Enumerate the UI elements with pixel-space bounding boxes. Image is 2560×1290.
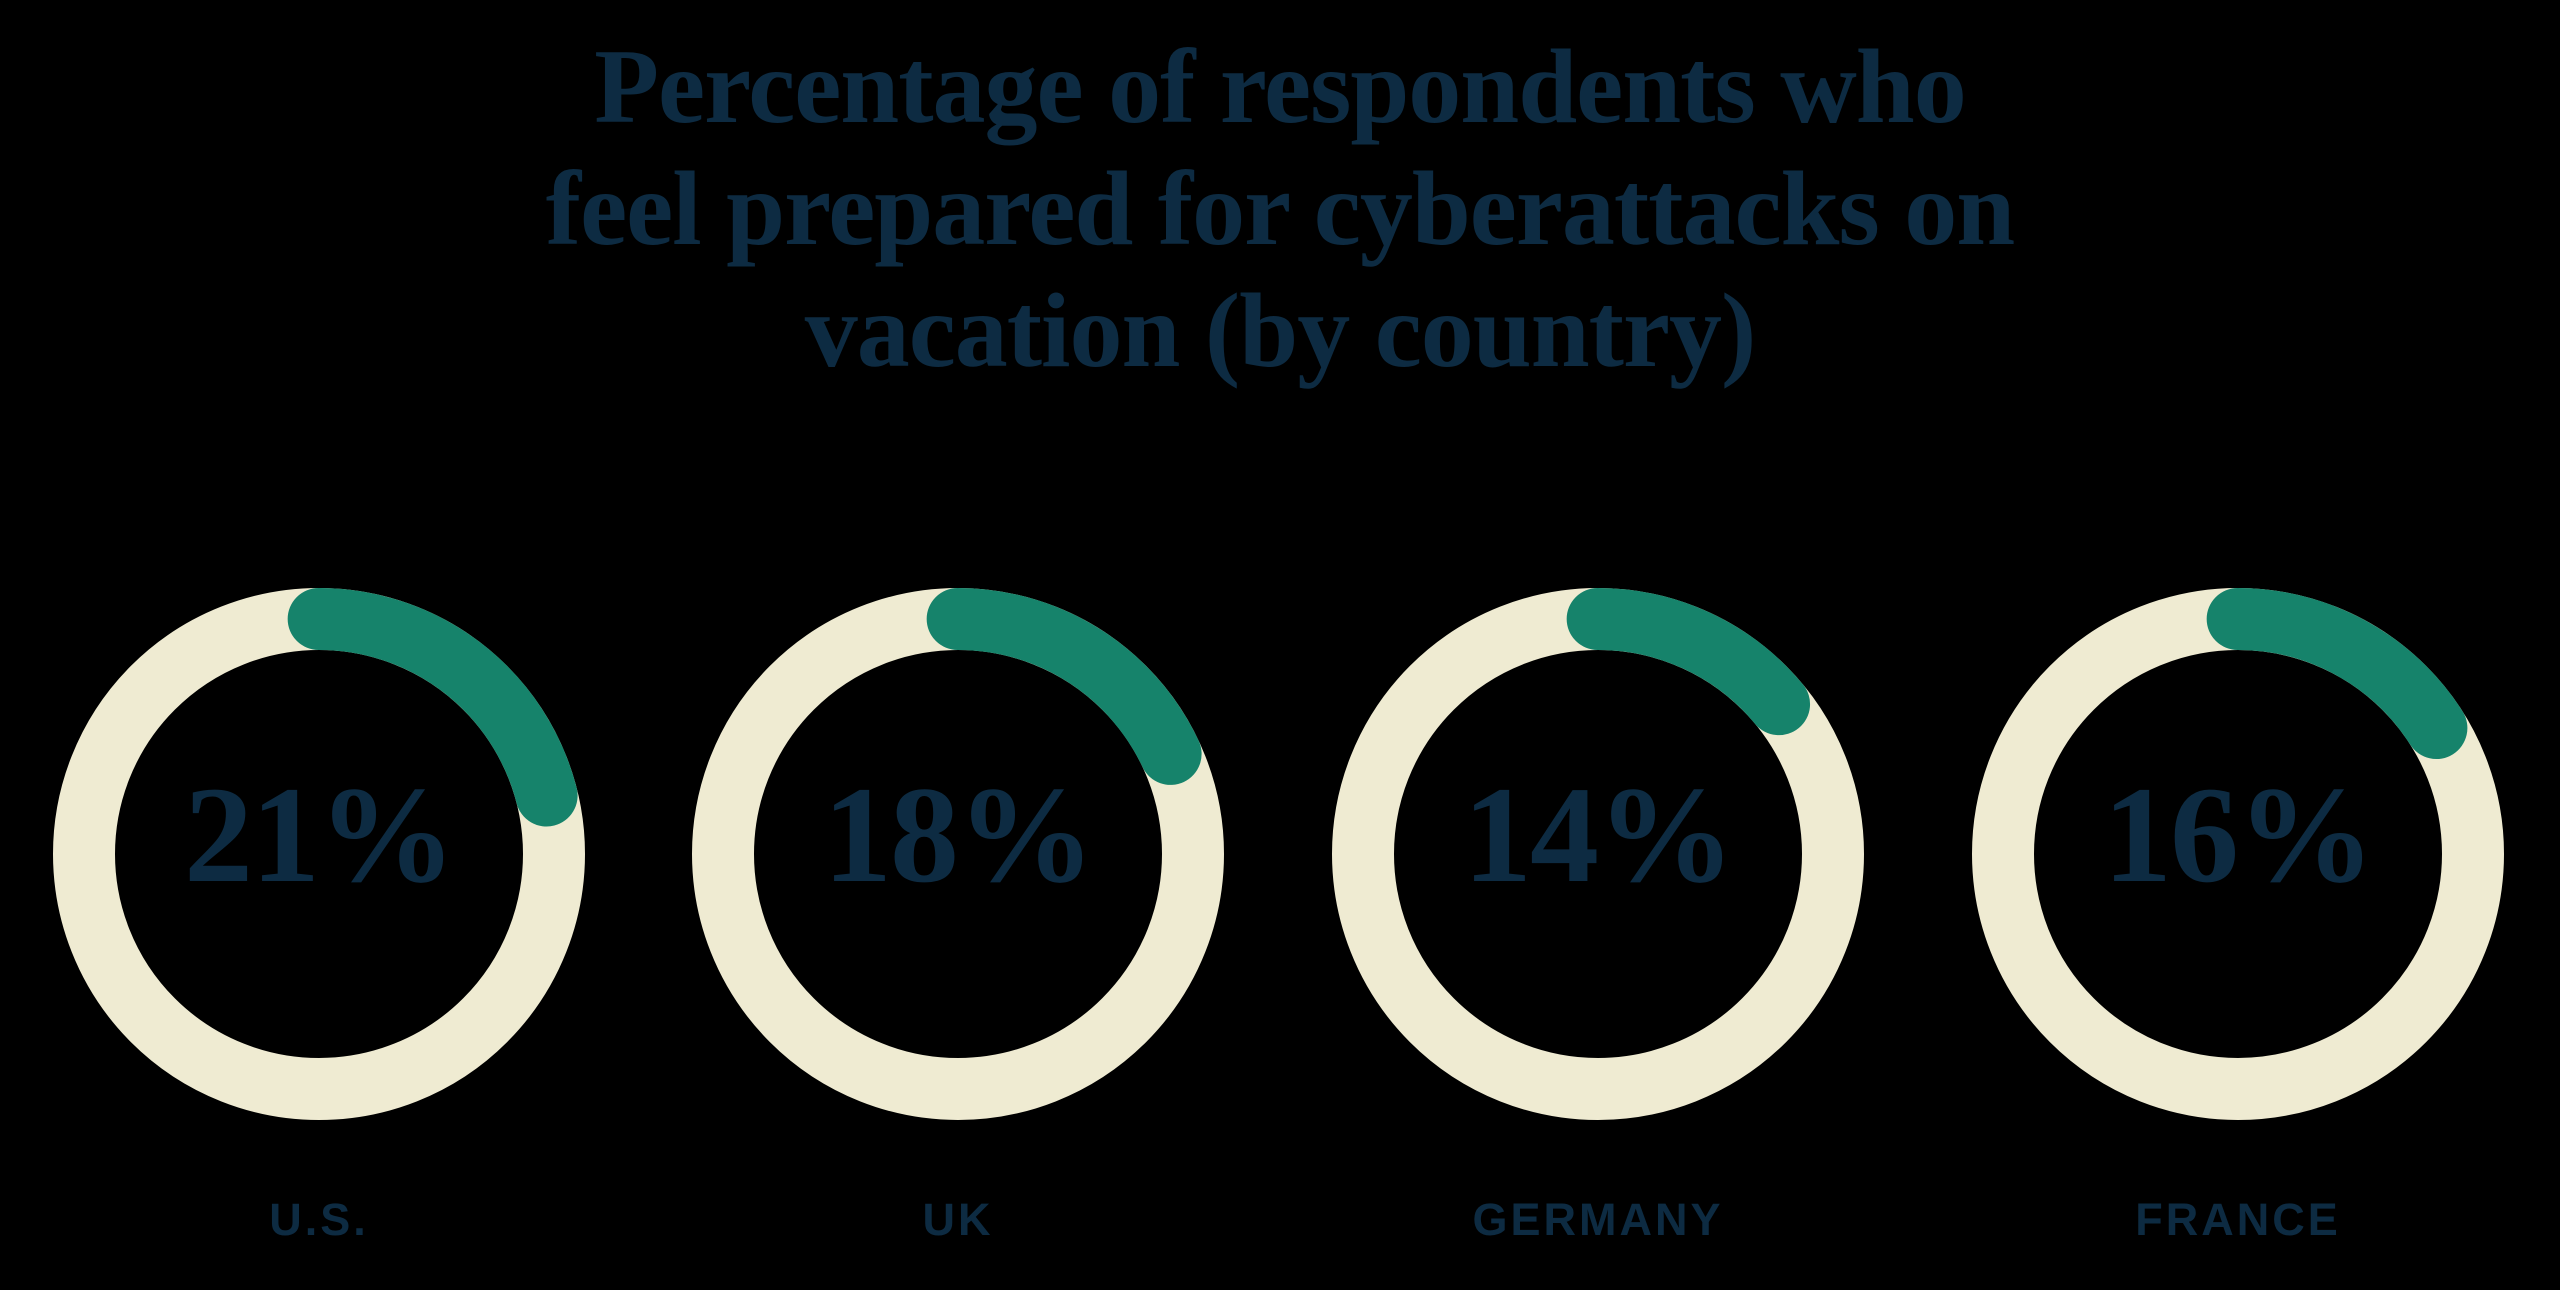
chart-title-line-2: feel prepared for cyberattacks on bbox=[545, 150, 2015, 267]
ring-progress-arc-icon bbox=[692, 588, 1224, 1120]
chart-title-line-3: vacation (by country) bbox=[804, 272, 1757, 389]
donut-value-france: 16% bbox=[2103, 757, 2375, 911]
donut-chart-uk: 18% UK bbox=[688, 584, 1228, 1290]
donut-ring-france bbox=[1972, 588, 2504, 1120]
donut-label-uk: UK bbox=[922, 1194, 994, 1245]
donut-chart-us: 21% U.S. bbox=[49, 584, 589, 1290]
chart-title: Percentage of respondents who feel prepa… bbox=[0, 26, 2560, 392]
ring-progress-arc-icon bbox=[53, 588, 585, 1120]
donut-ring-us bbox=[53, 588, 585, 1120]
donut-label-us: U.S. bbox=[269, 1194, 369, 1245]
donut-value-us: 21% bbox=[184, 757, 456, 911]
donut-label-germany: GERMANY bbox=[1472, 1194, 1724, 1245]
chart-title-line-1: Percentage of respondents who bbox=[594, 28, 1966, 145]
ring-progress-arc-icon bbox=[1332, 588, 1864, 1120]
donut-ring-germany bbox=[1332, 588, 1864, 1120]
donut-ring-uk bbox=[692, 588, 1224, 1120]
ring-progress-arc-icon bbox=[1972, 588, 2504, 1120]
donut-chart-france: 16% FRANCE bbox=[1968, 584, 2508, 1290]
donut-value-uk: 18% bbox=[823, 757, 1095, 911]
donut-chart-germany: 14% GERMANY bbox=[1328, 584, 1868, 1290]
donut-label-france: FRANCE bbox=[2135, 1194, 2341, 1245]
donut-value-germany: 14% bbox=[1463, 757, 1735, 911]
